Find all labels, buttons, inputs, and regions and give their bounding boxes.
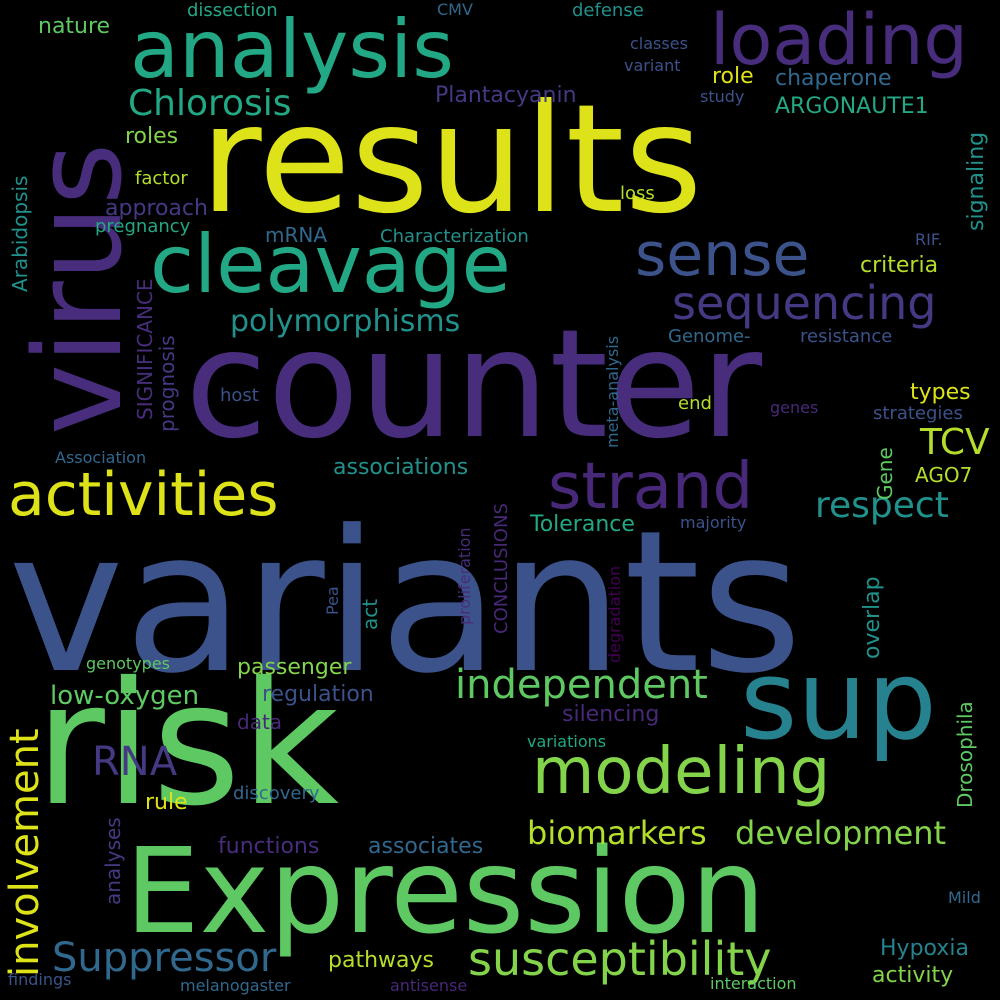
- word-proliferation: proliferation: [455, 527, 474, 625]
- word-chaperone: chaperone: [775, 66, 892, 91]
- word-associates: associates: [368, 834, 484, 859]
- word-interaction: interaction: [710, 974, 797, 993]
- word-criteria: criteria: [860, 253, 939, 278]
- word-loading: loading: [710, 0, 968, 81]
- word-loss: loss: [620, 183, 655, 204]
- word-expression: Expression: [125, 822, 766, 960]
- word-activity: activity: [872, 963, 954, 988]
- word-chlorosis: Chlorosis: [128, 83, 292, 124]
- word-arabidopsis: Arabidopsis: [8, 175, 32, 292]
- word-activities: activities: [8, 460, 279, 530]
- word-characterization: Characterization: [380, 226, 529, 247]
- word-melanogaster: melanogaster: [180, 976, 291, 995]
- word-ago7: AGO7: [915, 463, 973, 487]
- word-independent: independent: [455, 662, 708, 708]
- word-respect: respect: [815, 485, 949, 526]
- word-strand: strand: [548, 450, 754, 524]
- word-rule: rule: [145, 790, 188, 815]
- word-meta-analysis: meta-analysis: [603, 335, 622, 448]
- word-tcv: TCV: [920, 422, 990, 463]
- word-association: Association: [55, 448, 147, 467]
- word-pea: Pea: [323, 586, 342, 615]
- word-variant: variant: [624, 56, 681, 75]
- word-susceptibility: susceptibility: [468, 932, 772, 986]
- word-tolerance: Tolerance: [530, 512, 635, 537]
- word-significance: SIGNIFICANCE: [133, 278, 157, 420]
- word-plantacyanin: Plantacyanin: [435, 83, 577, 108]
- word-variations: variations: [527, 732, 607, 751]
- word-silencing: silencing: [562, 702, 660, 727]
- word-pregnancy: pregnancy: [95, 216, 191, 237]
- word-conclusions: CONCLUSIONS: [491, 503, 512, 634]
- word-cleavage: cleavage: [150, 218, 511, 311]
- word-genome: Genome-: [668, 326, 751, 347]
- word-suppressor: Suppressor: [52, 935, 277, 981]
- word-low-oxygen: low-oxygen: [50, 681, 200, 711]
- word-classes: classes: [630, 34, 688, 53]
- word-hypoxia: Hypoxia: [880, 936, 969, 961]
- word-approach: approach: [105, 196, 208, 221]
- word-development: development: [735, 814, 947, 852]
- word-regulation: regulation: [262, 682, 374, 707]
- word-prognosis: prognosis: [155, 335, 179, 432]
- word-associations: associations: [333, 455, 469, 480]
- word-antisense: antisense: [390, 976, 468, 995]
- word-counter: counter: [185, 298, 763, 472]
- word-discovery: discovery: [233, 783, 320, 804]
- word-strategies: strategies: [873, 403, 963, 424]
- word-variants: variants: [8, 489, 803, 717]
- word-host: host: [220, 385, 259, 406]
- word-passenger: passenger: [237, 655, 352, 680]
- word-study: study: [700, 87, 745, 106]
- word-dissection: dissection: [187, 0, 278, 21]
- word-role: role: [712, 64, 754, 89]
- word-mrna: mRNA: [265, 223, 328, 247]
- word-cmv: CMV: [437, 0, 473, 19]
- word-rna: RNA: [92, 739, 178, 785]
- word-majority: majority: [680, 513, 747, 532]
- word-analysis: analysis: [130, 3, 454, 96]
- word-analyses: analyses: [101, 817, 125, 905]
- word-sequencing: sequencing: [672, 276, 937, 330]
- word-sense: sense: [635, 220, 810, 290]
- word-mild: Mild: [948, 888, 981, 907]
- word-end: end: [678, 393, 712, 414]
- word-genotypes: genotypes: [86, 654, 171, 673]
- word-results: results: [200, 73, 703, 247]
- word-resistance: resistance: [800, 326, 893, 347]
- word-risk: risk: [35, 646, 340, 844]
- word-involvement: involvement: [2, 728, 48, 977]
- word-signaling: signaling: [964, 131, 989, 231]
- word-gene: Gene: [873, 447, 897, 500]
- word-biomarkers: biomarkers: [527, 814, 707, 852]
- word-roles: roles: [125, 124, 179, 149]
- word-factor: factor: [135, 168, 188, 189]
- word-modeling: modeling: [532, 735, 831, 809]
- word-polymorphisms: polymorphisms: [230, 304, 461, 339]
- word-defense: defense: [572, 0, 644, 21]
- word-rif: RIF.: [915, 230, 943, 249]
- word-findings: findings: [8, 970, 72, 989]
- word-sup: sup: [740, 636, 937, 764]
- word-act: act: [358, 598, 382, 630]
- word-overlap: overlap: [860, 576, 885, 659]
- word-nature: nature: [38, 14, 111, 39]
- word-data: data: [237, 710, 283, 734]
- word-degradation: degradation: [605, 565, 624, 663]
- word-drosophila: Drosophila: [953, 701, 977, 808]
- word-pathways: pathways: [328, 948, 434, 973]
- word-genes: genes: [770, 398, 819, 417]
- word-argonaute1: ARGONAUTE1: [775, 94, 929, 119]
- word-functions: functions: [218, 834, 320, 859]
- word-types: types: [910, 380, 971, 405]
